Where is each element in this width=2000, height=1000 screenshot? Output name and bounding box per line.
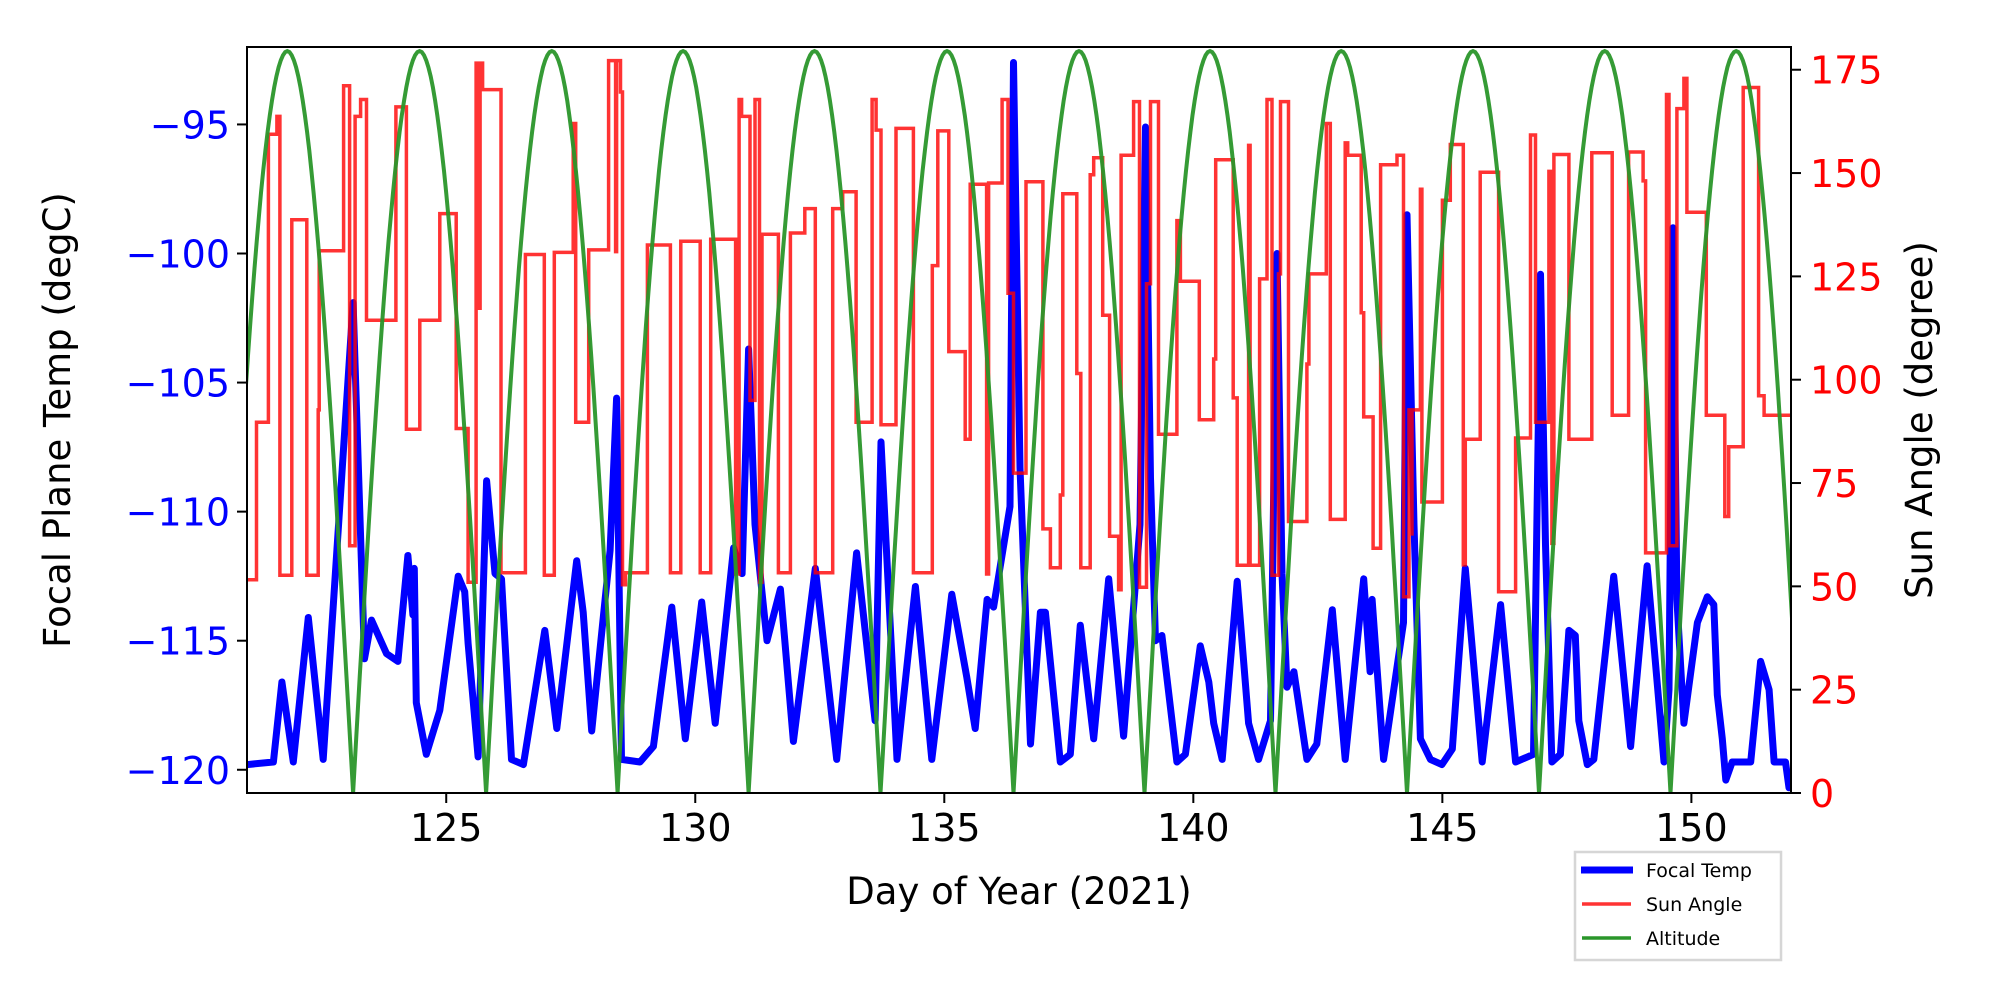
y-right-tick-label: 25 — [1810, 669, 1858, 713]
series-sun-angle-line — [247, 58, 1791, 599]
y-right-tick-label: 75 — [1810, 462, 1858, 506]
legend-label-altitude: Altitude — [1646, 928, 1720, 950]
y-left-tick-label: −95 — [150, 103, 230, 147]
y-right-tick-label: 125 — [1810, 255, 1883, 299]
y-right-tick-label: 100 — [1810, 359, 1883, 403]
legend-label-sun-angle: Sun Angle — [1646, 894, 1742, 916]
y-left-tick-label: −110 — [126, 491, 230, 535]
x-tick-label: 125 — [410, 806, 483, 850]
y-left-tick-label: −120 — [126, 749, 230, 793]
series-focal-temp-line — [247, 59, 1791, 792]
y-left-tick-label: −100 — [126, 233, 230, 277]
y-left-tick-label: −115 — [126, 620, 230, 664]
axes-frame — [246, 46, 1792, 794]
y-left-tick-label: −105 — [126, 362, 230, 406]
x-tick-label: 140 — [1157, 806, 1230, 850]
plot-area — [247, 48, 1791, 793]
x-tick-label: 150 — [1655, 806, 1728, 850]
x-tick-label: 130 — [659, 806, 732, 850]
y-right-tick-label: 175 — [1810, 49, 1883, 93]
y-right-tick-label: 150 — [1810, 152, 1883, 196]
legend: Focal Temp Sun Angle Altitude — [1573, 850, 1783, 962]
y-axis-right-label: Sun Angle (degree) — [1898, 241, 1941, 599]
x-tick-label: 135 — [908, 806, 981, 850]
x-tick-label: 145 — [1406, 806, 1479, 850]
legend-label-focal-temp: Focal Temp — [1646, 860, 1752, 882]
y-axis-left: −120 −115 −110 −105 −100 −95 — [126, 103, 247, 793]
x-axis-label: Day of Year (2021) — [846, 870, 1191, 913]
y-right-tick-label: 0 — [1810, 772, 1834, 816]
y-axis-right: 0 25 50 75 100 125 150 175 — [1791, 49, 1883, 816]
x-axis: 125 130 135 140 145 150 — [410, 793, 1728, 850]
y-axis-left-label: Focal Plane Temp (degC) — [36, 192, 79, 648]
y-right-tick-label: 50 — [1810, 565, 1858, 609]
